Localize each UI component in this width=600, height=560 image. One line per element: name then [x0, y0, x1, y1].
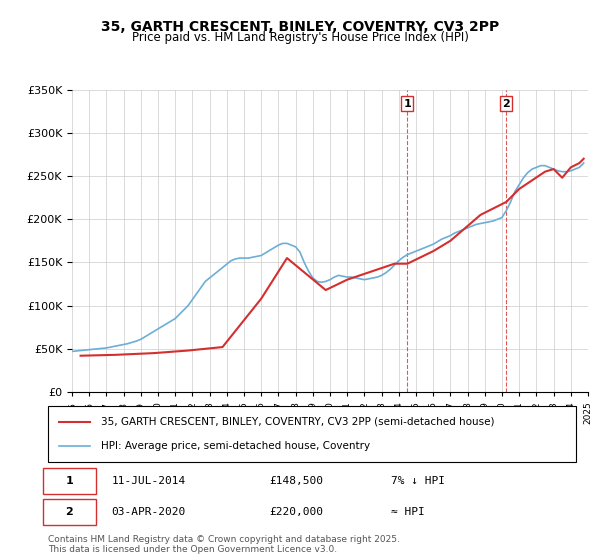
Text: 2: 2: [502, 99, 510, 109]
FancyBboxPatch shape: [43, 499, 95, 525]
Text: 03-APR-2020: 03-APR-2020: [112, 507, 185, 517]
Text: 1: 1: [65, 476, 73, 486]
Text: HPI: Average price, semi-detached house, Coventry: HPI: Average price, semi-detached house,…: [101, 441, 370, 451]
FancyBboxPatch shape: [43, 468, 95, 494]
Text: 7% ↓ HPI: 7% ↓ HPI: [391, 476, 445, 486]
Text: 35, GARTH CRESCENT, BINLEY, COVENTRY, CV3 2PP (semi-detached house): 35, GARTH CRESCENT, BINLEY, COVENTRY, CV…: [101, 417, 494, 427]
Text: ≈ HPI: ≈ HPI: [391, 507, 425, 517]
Text: 1: 1: [404, 99, 411, 109]
Text: £220,000: £220,000: [270, 507, 324, 517]
Text: Contains HM Land Registry data © Crown copyright and database right 2025.
This d: Contains HM Land Registry data © Crown c…: [48, 535, 400, 554]
FancyBboxPatch shape: [48, 406, 576, 462]
Text: 35, GARTH CRESCENT, BINLEY, COVENTRY, CV3 2PP: 35, GARTH CRESCENT, BINLEY, COVENTRY, CV…: [101, 20, 499, 34]
Text: 2: 2: [65, 507, 73, 517]
Text: 11-JUL-2014: 11-JUL-2014: [112, 476, 185, 486]
Text: £148,500: £148,500: [270, 476, 324, 486]
Text: Price paid vs. HM Land Registry's House Price Index (HPI): Price paid vs. HM Land Registry's House …: [131, 31, 469, 44]
